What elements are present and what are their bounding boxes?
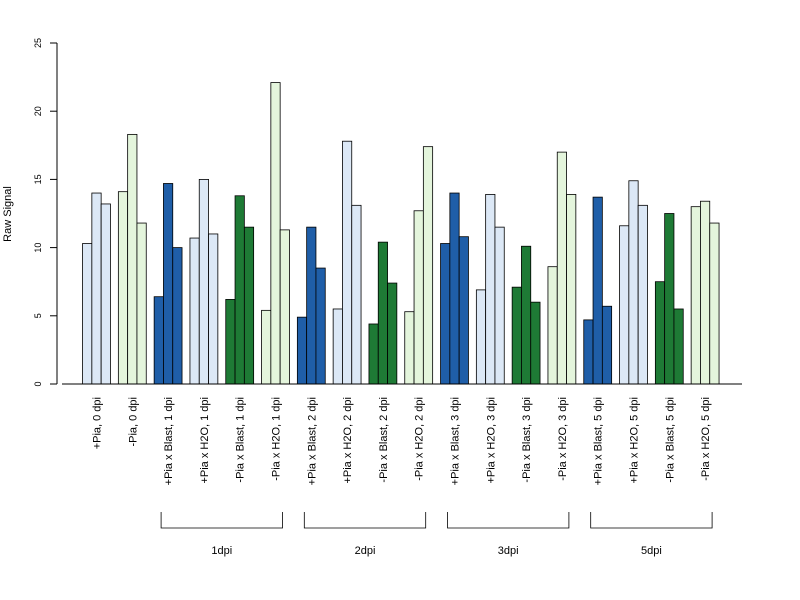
group-label: 2dpi	[355, 545, 376, 557]
y-tick-label: 20	[33, 106, 43, 116]
bar	[208, 233, 219, 385]
bar	[440, 243, 451, 385]
bar	[700, 200, 711, 385]
bar	[637, 204, 648, 385]
bar	[387, 282, 398, 385]
category-label: +Pia x Blast, 5 dpi	[593, 397, 605, 485]
bar	[422, 146, 434, 385]
bar	[127, 133, 138, 385]
category-label: +Pia x Blast, 1 dpi	[163, 397, 175, 485]
bar	[709, 222, 720, 385]
bar	[592, 196, 603, 385]
group-bracket	[303, 512, 427, 529]
y-tick-label: 0	[33, 381, 43, 386]
bar	[234, 195, 245, 385]
category-label: +Pia, 0 dpi	[92, 397, 104, 449]
category-label: +Pia x H2O, 5 dpi	[629, 397, 641, 484]
bar	[547, 266, 558, 385]
bar	[198, 178, 209, 385]
group-label: 1dpi	[211, 545, 232, 557]
y-tick-label: 15	[33, 174, 43, 184]
bar	[404, 311, 415, 385]
bars	[82, 82, 720, 385]
y-tick-label: 25	[33, 38, 43, 48]
bar	[243, 226, 255, 385]
bar	[279, 229, 290, 385]
category-label: +Pia x Blast, 3 dpi	[450, 397, 462, 485]
bar	[91, 192, 102, 385]
bar	[270, 82, 281, 385]
bar	[619, 225, 630, 385]
category-label: +Pia x H2O, 2 dpi	[342, 397, 354, 484]
bar	[458, 236, 469, 385]
category-label: -Pia x H2O, 5 dpi	[700, 397, 712, 481]
bar	[377, 241, 388, 385]
bar	[153, 296, 164, 385]
category-label: -Pia x Blast, 5 dpi	[664, 397, 676, 483]
group-bracket	[447, 512, 570, 529]
category-label: -Pia x H2O, 1 dpi	[271, 397, 283, 481]
bar	[342, 140, 353, 385]
bar	[449, 192, 460, 385]
bar	[306, 226, 317, 385]
category-labels: +Pia, 0 dpi -Pia, 0 dpi +Pia x Blast, 1 dp…	[92, 397, 713, 485]
bar	[628, 180, 639, 385]
category-label: -Pia x H2O, 3 dpi	[557, 397, 569, 481]
bar	[583, 319, 594, 385]
y-axis: 0 5 10 15 20 25	[33, 38, 58, 387]
group-label: 3dpi	[498, 545, 519, 557]
bar	[368, 323, 379, 385]
bar	[601, 305, 613, 385]
bar	[136, 222, 147, 385]
bar	[485, 193, 496, 385]
category-label: -Pia, 0 dpi	[127, 397, 139, 447]
bar	[189, 237, 200, 385]
category-label: +Pia x Blast, 2 dpi	[306, 397, 318, 485]
bar	[296, 316, 308, 385]
y-tick-label: 10	[33, 243, 43, 253]
bar	[100, 203, 111, 385]
bar	[332, 308, 343, 385]
bar	[172, 247, 183, 385]
bar	[521, 245, 532, 385]
category-label: +Pia x H2O, 1 dpi	[199, 397, 211, 484]
group-bracket	[160, 512, 283, 529]
bar	[225, 299, 236, 385]
bar	[315, 267, 326, 385]
bar	[475, 289, 487, 385]
bar	[261, 309, 272, 385]
bar	[556, 151, 567, 385]
category-label: -Pia x Blast, 2 dpi	[378, 397, 390, 483]
group-label: 5dpi	[641, 545, 662, 557]
bar	[654, 281, 666, 385]
bar	[690, 206, 701, 385]
bar	[664, 213, 675, 385]
bar	[117, 191, 129, 385]
category-label: -Pia x Blast, 3 dpi	[521, 397, 533, 483]
bar	[530, 301, 541, 385]
y-axis-label: Raw Signal	[2, 186, 14, 242]
bar	[413, 210, 424, 385]
bar	[163, 183, 174, 385]
bar	[511, 286, 522, 385]
bar	[82, 243, 93, 385]
group-bracket	[590, 512, 713, 529]
category-label: -Pia x H2O, 2 dpi	[414, 397, 426, 481]
group-brackets: 1dpi 2dpi 3dpi 5dpi	[160, 512, 713, 557]
y-tick-label: 5	[33, 313, 43, 318]
bar	[351, 204, 362, 385]
bar	[673, 308, 684, 385]
category-label: +Pia x H2O, 3 dpi	[485, 397, 497, 484]
bar	[494, 226, 505, 385]
bar	[566, 193, 577, 385]
category-label: -Pia x Blast, 1 dpi	[235, 397, 247, 483]
